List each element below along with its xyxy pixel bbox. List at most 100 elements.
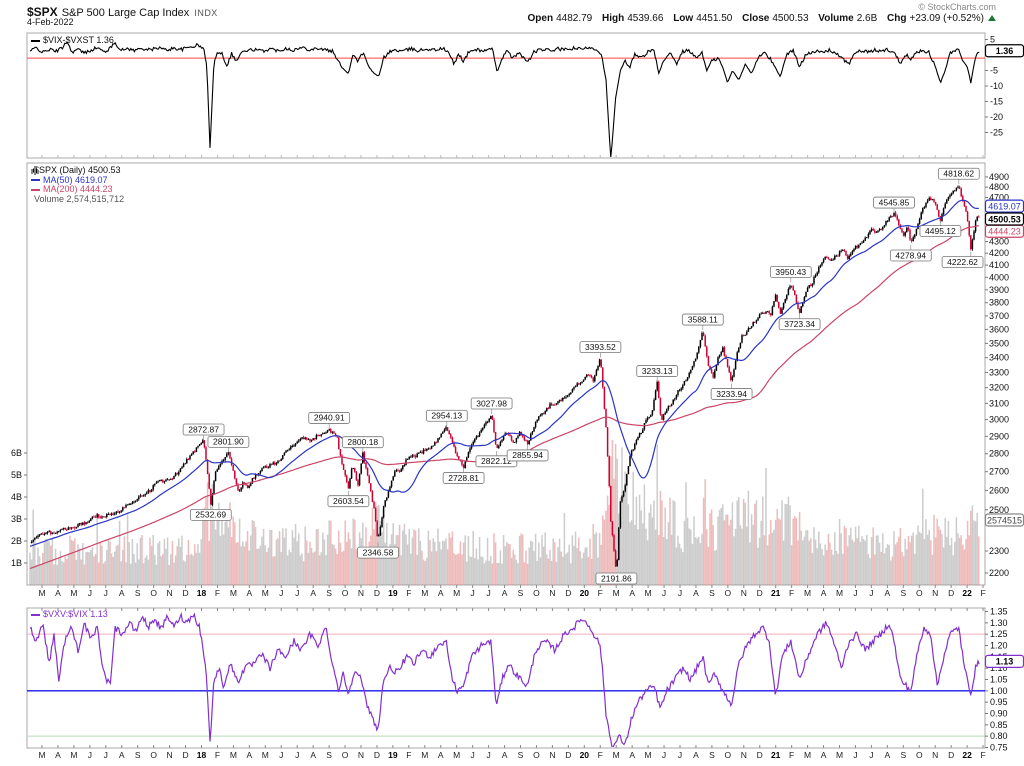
- svg-text:3233.13: 3233.13: [642, 366, 673, 376]
- x-axis-label: D: [757, 750, 763, 760]
- svg-text:4818.62: 4818.62: [943, 169, 974, 179]
- svg-text:4545.85: 4545.85: [879, 197, 910, 207]
- price-annotation: 2728.81: [442, 467, 485, 484]
- x-axis-label: A: [502, 588, 508, 598]
- x-axis-label: 22: [962, 588, 972, 598]
- x-axis-label: M: [645, 750, 652, 760]
- x-axis-label: 19: [388, 588, 398, 598]
- legend-volume-label: Volume 2,574,515,712: [34, 193, 125, 204]
- panel3-y-tick: 1.30: [990, 618, 1008, 628]
- volume-y-tick: 3B: [11, 514, 22, 524]
- high-label: High: [602, 13, 625, 24]
- panel3-y-tick: 1.25: [990, 629, 1008, 639]
- x-axis-label: S: [709, 750, 715, 760]
- panel2-y-tick: 2700: [989, 467, 1009, 477]
- x-axis-label: O: [916, 750, 923, 760]
- x-axis-label: J: [486, 588, 490, 598]
- x-axis-label: D: [374, 588, 380, 598]
- x-axis-label: D: [182, 750, 188, 760]
- x-axis-label: D: [948, 588, 954, 598]
- copyright: © StockCharts.com: [918, 2, 996, 12]
- panel2-y-tick: 3100: [989, 398, 1009, 408]
- legend-ma50-label: MA(50) 4619.07: [43, 174, 108, 185]
- x-axis-label: N: [741, 750, 747, 760]
- x-axis-label: N: [358, 588, 364, 598]
- panel2-y-tick: 3600: [989, 324, 1009, 334]
- panel2-y-tick: 2600: [989, 485, 1009, 495]
- x-axis-label: N: [932, 750, 938, 760]
- x-axis-label: O: [725, 588, 732, 598]
- x-axis-label: S: [326, 750, 332, 760]
- ma200-value-box: 4444.23: [984, 224, 1024, 238]
- x-axis-label: O: [150, 750, 157, 760]
- x-axis-label: J: [279, 750, 283, 760]
- x-axis-label: A: [502, 750, 508, 760]
- panel3-y-tick: 1.00: [990, 686, 1008, 696]
- x-axis-label: S: [135, 588, 141, 598]
- price-annotation: 4818.62: [937, 167, 980, 185]
- vix-vxst-line: [29, 41, 980, 157]
- x-axis-label: D: [565, 588, 571, 598]
- x-axis-label: J: [486, 750, 490, 760]
- x-axis-label: A: [629, 750, 635, 760]
- x-axis-label: M: [262, 750, 269, 760]
- svg-text:4222.62: 4222.62: [947, 257, 978, 267]
- price-annotation: 3393.52: [579, 341, 622, 358]
- x-axis-label: O: [725, 750, 732, 760]
- volume-label: Volume: [818, 13, 854, 24]
- svg-text:4444.23: 4444.23: [988, 227, 1021, 237]
- low-value: 4451.50: [696, 13, 733, 24]
- x-axis-label: M: [453, 750, 460, 760]
- x-axis-label: N: [741, 588, 747, 598]
- x-axis-label: A: [310, 588, 316, 598]
- price-annotation: 2800.18: [341, 436, 384, 453]
- svg-text:4278.94: 4278.94: [895, 250, 926, 260]
- x-axis-label: 19: [388, 750, 398, 760]
- price-annotation: 2855.94: [506, 444, 549, 462]
- panel2-y-tick: 3200: [989, 383, 1009, 393]
- x-axis-label: F: [406, 750, 411, 760]
- x-axis-label: A: [119, 750, 125, 760]
- line-swatch: [31, 613, 40, 616]
- price-annotation: 3950.43: [769, 266, 812, 283]
- ma50-swatch: [31, 179, 40, 182]
- panel3-legend-label: $VXV:$VIX 1.13: [43, 609, 108, 619]
- close-label: Close: [742, 13, 770, 24]
- x-axis-label: J: [869, 750, 873, 760]
- x-axis-label: J: [88, 750, 92, 760]
- low-label: Low: [673, 13, 694, 24]
- high-value: 4539.66: [627, 13, 664, 24]
- candlesticks: [30, 185, 980, 568]
- price-annotation: 3723.34: [778, 313, 821, 331]
- x-axis-label: 20: [580, 588, 590, 598]
- svg-text:3393.52: 3393.52: [585, 342, 616, 352]
- x-axis-label: A: [885, 750, 891, 760]
- panel1-y-tick: 5: [990, 35, 995, 45]
- x-axis-label: A: [247, 588, 253, 598]
- x-axis-label: J: [662, 750, 666, 760]
- x-axis-label: D: [757, 588, 763, 598]
- volume-last-value-box: 2574515: [984, 513, 1024, 527]
- x-axis-label: A: [55, 588, 61, 598]
- panel2-legend: $SPX (Daily) 4500.53 MA(50) 4619.07 MA(2…: [31, 165, 125, 204]
- panel2-y-tick: 4100: [989, 260, 1009, 270]
- panel2-y-tick: 2800: [989, 449, 1009, 459]
- x-axis-label: J: [869, 588, 873, 598]
- x-axis-label: F: [598, 750, 603, 760]
- panel-3-frame: [26, 607, 986, 749]
- x-axis-label: O: [342, 588, 349, 598]
- price-annotation: 2801.90: [207, 435, 250, 453]
- panel2-y-tick: 4300: [989, 237, 1009, 247]
- panel1-legend: $VIX-$VXST 1.36: [31, 35, 114, 46]
- x-axis-label: F: [980, 588, 985, 598]
- x-axis-label: O: [342, 750, 349, 760]
- svg-text:2800.18: 2800.18: [347, 437, 378, 447]
- x-axis-label: N: [358, 750, 364, 760]
- svg-text:3027.98: 3027.98: [476, 398, 507, 408]
- panel1-y-tick: -10: [990, 81, 1003, 91]
- panel1-y-tick: -15: [990, 97, 1003, 107]
- panel2-y-tick: 4900: [989, 172, 1009, 182]
- x-axis-label: S: [518, 588, 524, 598]
- x-axis-label: 20: [580, 750, 590, 760]
